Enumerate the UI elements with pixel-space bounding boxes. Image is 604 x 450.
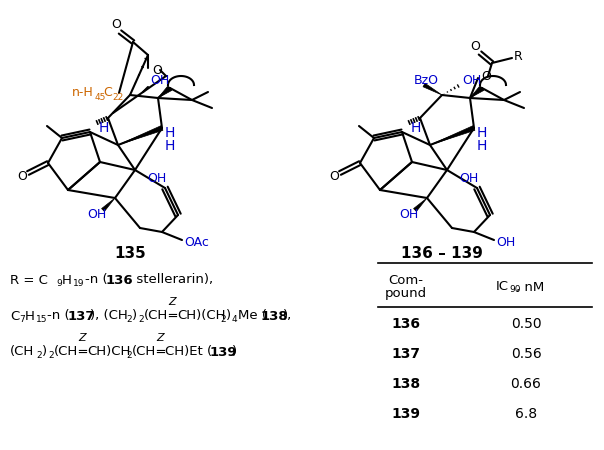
Text: OH: OH: [496, 235, 515, 248]
Text: 2: 2: [126, 351, 132, 360]
Text: ═: ═: [156, 346, 164, 359]
Text: 6.8: 6.8: [515, 406, 537, 420]
Text: 0.66: 0.66: [510, 377, 541, 391]
Text: (CH: (CH: [144, 310, 169, 323]
Text: 138: 138: [261, 310, 289, 323]
Polygon shape: [430, 126, 475, 145]
Text: OH: OH: [147, 171, 166, 184]
Text: 4: 4: [232, 315, 237, 324]
Text: 19: 19: [73, 279, 85, 288]
Text: -n (: -n (: [47, 310, 69, 323]
Text: -n (: -n (: [85, 274, 108, 287]
Text: IC: IC: [496, 280, 509, 293]
Text: Z: Z: [156, 333, 164, 343]
Polygon shape: [158, 86, 172, 98]
Text: H: H: [25, 310, 35, 323]
Text: 136: 136: [106, 274, 133, 287]
Text: OH: OH: [462, 75, 481, 87]
Text: OH: OH: [399, 207, 419, 220]
Text: 7: 7: [19, 315, 25, 324]
Text: n-H: n-H: [72, 86, 94, 99]
Text: H: H: [62, 274, 72, 287]
Text: ): ): [42, 346, 47, 359]
Text: 0.56: 0.56: [510, 346, 541, 360]
Text: BzO: BzO: [414, 75, 439, 87]
Text: 139: 139: [210, 346, 237, 359]
Text: O: O: [17, 170, 27, 183]
Text: CH)Et (: CH)Et (: [165, 346, 212, 359]
Text: O: O: [470, 40, 480, 53]
Text: C: C: [10, 310, 19, 323]
Text: 138: 138: [391, 377, 420, 391]
Text: OH: OH: [150, 75, 169, 87]
Text: ), (CH: ), (CH: [90, 310, 128, 323]
Polygon shape: [414, 198, 427, 212]
Text: 45: 45: [95, 93, 106, 102]
Text: R = C: R = C: [10, 274, 48, 287]
Text: CH)CH: CH)CH: [87, 346, 130, 359]
Text: 2: 2: [126, 315, 132, 324]
Text: OH: OH: [88, 207, 107, 220]
Text: Z: Z: [168, 297, 176, 307]
Text: 2: 2: [36, 351, 42, 360]
Text: H: H: [165, 126, 175, 140]
Text: O: O: [329, 170, 339, 183]
Text: Me (: Me (: [238, 310, 267, 323]
Text: ═: ═: [168, 310, 176, 323]
Text: (CH: (CH: [54, 346, 79, 359]
Text: 90: 90: [509, 285, 521, 294]
Text: ): ): [132, 310, 137, 323]
Text: 0.50: 0.50: [511, 316, 541, 330]
Text: H: H: [411, 121, 421, 135]
Text: ),: ),: [283, 310, 292, 323]
Text: R: R: [514, 50, 522, 63]
Text: (CH: (CH: [10, 346, 34, 359]
Text: pound: pound: [385, 287, 427, 300]
Text: , nM: , nM: [516, 280, 544, 293]
Text: O: O: [481, 69, 491, 82]
Text: Com-: Com-: [388, 274, 423, 287]
Text: ): ): [226, 310, 231, 323]
Text: OH: OH: [459, 171, 478, 184]
Text: OAc: OAc: [184, 235, 209, 248]
Text: ═: ═: [78, 346, 86, 359]
Text: ): ): [232, 346, 237, 359]
Text: C: C: [103, 86, 112, 99]
Text: CH)(CH: CH)(CH: [177, 310, 225, 323]
Text: 2: 2: [48, 351, 54, 360]
Polygon shape: [101, 198, 115, 212]
Text: 22: 22: [112, 93, 123, 102]
Text: 9: 9: [56, 279, 62, 288]
Text: 137: 137: [391, 346, 420, 360]
Text: (CH: (CH: [132, 346, 156, 359]
Text: , stellerarin),: , stellerarin),: [128, 274, 213, 287]
Polygon shape: [118, 126, 163, 145]
Text: 136: 136: [391, 316, 420, 330]
Text: O: O: [152, 63, 162, 76]
Text: 2: 2: [138, 315, 144, 324]
Text: 136 – 139: 136 – 139: [401, 246, 483, 261]
Text: 137: 137: [68, 310, 95, 323]
Polygon shape: [470, 86, 484, 98]
Text: H: H: [477, 139, 487, 153]
Polygon shape: [423, 83, 442, 95]
Text: H: H: [165, 139, 175, 153]
Text: 135: 135: [114, 246, 146, 261]
Text: H: H: [477, 126, 487, 140]
Text: 139: 139: [391, 406, 420, 420]
Text: 15: 15: [36, 315, 48, 324]
Text: O: O: [111, 18, 121, 31]
Text: 2: 2: [220, 315, 226, 324]
Text: Z: Z: [78, 333, 86, 343]
Text: H: H: [99, 121, 109, 135]
